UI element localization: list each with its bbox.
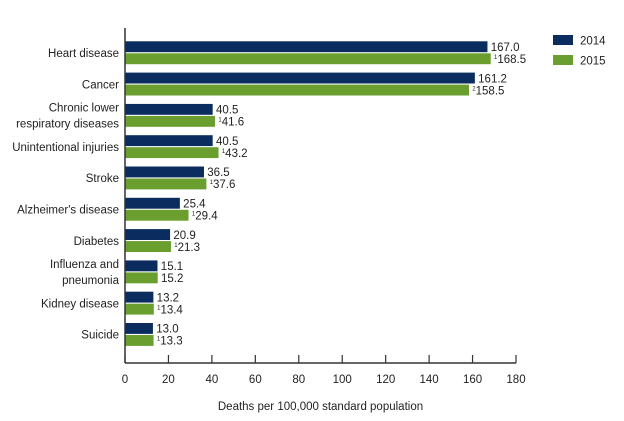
x-tick-label: 100 — [333, 374, 352, 386]
x-tick-label: 40 — [205, 374, 218, 386]
category-label: Alzheimer's disease — [17, 205, 119, 217]
bar-2015 — [124, 52, 492, 65]
bar-2015 — [124, 84, 470, 97]
data-label-2014: 13.2 — [157, 292, 179, 304]
x-tick-label: 180 — [506, 374, 525, 386]
legend-swatch-2015 — [553, 55, 573, 65]
bar-2014 — [124, 197, 181, 210]
data-label-2014: 40.5 — [216, 136, 238, 148]
category-label: Suicide — [81, 330, 119, 342]
legend-label-2014: 2014 — [580, 36, 606, 48]
bar-2015 — [124, 209, 190, 222]
data-label-2014: 13.0 — [156, 324, 178, 336]
bar-2015 — [124, 115, 216, 128]
data-label-2015: 137.6 — [210, 179, 236, 191]
bar-2014 — [124, 291, 154, 304]
bar-2015 — [124, 146, 220, 159]
data-label-2015: 1168.5 — [494, 54, 526, 66]
bar-2015 — [124, 303, 155, 316]
bar-2014 — [124, 322, 154, 335]
data-label-2015: 129.4 — [192, 211, 218, 223]
category-label: pneumonia — [62, 275, 120, 287]
bar-2014 — [124, 72, 476, 85]
data-label-2015: 121.3 — [174, 242, 200, 254]
bar-2015 — [124, 240, 172, 253]
bar-2014 — [124, 103, 214, 116]
category-label: Cancer — [82, 79, 119, 91]
data-label-2015: 113.3 — [157, 336, 183, 348]
bar-2014 — [124, 165, 205, 178]
x-tick-label: 80 — [292, 374, 305, 386]
category-label: Kidney disease — [41, 298, 119, 310]
x-axis-title: Deaths per 100,000 standard population — [218, 401, 423, 413]
category-label: respiratory diseases — [16, 119, 119, 131]
data-label-2014: 161.2 — [478, 73, 507, 85]
data-label-2014: 36.5 — [207, 167, 229, 179]
data-label-2015: 113.4 — [157, 304, 183, 316]
bar-2014 — [124, 40, 489, 53]
x-tick-label: 60 — [249, 374, 262, 386]
data-label-2015: 143.2 — [222, 148, 248, 160]
x-tick-label: 120 — [376, 374, 395, 386]
data-label-2015: 141.6 — [218, 117, 244, 129]
legend-swatch-2014 — [553, 35, 573, 45]
category-label: Stroke — [86, 173, 119, 185]
data-label-2015: 2158.5 — [472, 85, 504, 97]
x-tick-label: 160 — [463, 374, 482, 386]
bar-2014 — [124, 259, 159, 272]
bar-2015 — [124, 271, 159, 284]
data-label-2014: 25.4 — [183, 199, 206, 211]
x-tick-label: 140 — [420, 374, 439, 386]
bar-2014 — [124, 228, 171, 241]
data-label-2014: 20.9 — [173, 230, 195, 242]
x-tick-label: 20 — [162, 374, 175, 386]
bar-2015 — [124, 334, 155, 347]
bar-2015 — [124, 177, 207, 190]
category-label: Influenza and — [50, 259, 119, 271]
category-label: Heart disease — [48, 48, 119, 60]
data-label-2014: 167.0 — [491, 42, 520, 54]
category-label: Chronic lower — [49, 103, 119, 115]
bar-2014 — [124, 134, 214, 147]
data-label-2014: 15.1 — [161, 261, 183, 273]
category-label: Diabetes — [74, 236, 120, 248]
data-label-2015: 15.2 — [161, 273, 183, 285]
data-label-2014: 40.5 — [216, 105, 238, 117]
legend-label-2015: 2015 — [580, 56, 606, 68]
x-tick-label: 0 — [122, 374, 128, 386]
category-label: Unintentional injuries — [12, 142, 119, 154]
